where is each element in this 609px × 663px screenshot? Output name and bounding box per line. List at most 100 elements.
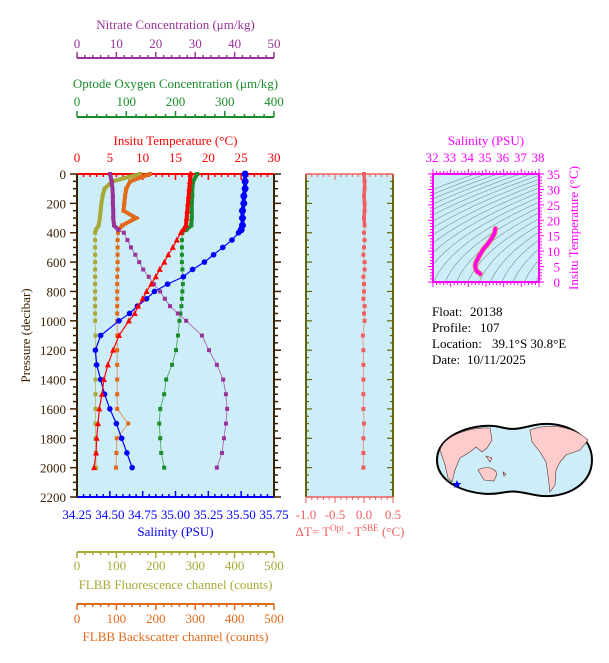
nitrate-tick-label: 40 — [228, 36, 241, 51]
delta-t-point — [361, 392, 366, 397]
nitrate-point — [206, 348, 211, 353]
temperature-point — [139, 295, 146, 302]
oxygen-point — [170, 362, 175, 367]
ts-x-tick-label: 35 — [479, 150, 492, 165]
nitrate-tick-label: 50 — [268, 36, 281, 51]
backscatter-point — [115, 333, 120, 338]
salinity-point — [180, 273, 187, 280]
isopycnal-line — [433, 174, 476, 190]
isopycnal-line — [433, 196, 539, 266]
temperature-point — [104, 361, 111, 368]
fluorescence-tick-label: 300 — [185, 558, 205, 573]
temperature-axis-title: Insitu Temperature (°C) — [114, 133, 238, 148]
delta-axis-title-part: SBE — [362, 523, 379, 533]
ts-y-tick-label: 0 — [554, 275, 561, 290]
fluorescence-point — [93, 238, 98, 243]
nitrate-point — [175, 311, 180, 316]
isopycnal-line — [433, 174, 539, 222]
delta-tick-label: 0.0 — [356, 507, 372, 522]
isopycnal-line — [478, 224, 539, 282]
backscatter-point — [114, 465, 119, 470]
delta-t-point — [362, 230, 366, 235]
isopycnals — [433, 168, 609, 288]
ts-y-axis-title: Insitu Temperature (°C) — [566, 166, 581, 290]
delta-t-point — [361, 348, 366, 353]
isopycnal-line — [433, 174, 488, 195]
oxygen-tick-label: 100 — [117, 94, 137, 109]
ts-y-tick-label: 15 — [547, 229, 560, 244]
isopycnal-line — [579, 168, 609, 288]
backscatter-point — [115, 260, 120, 265]
delta-tick-label: 0.5 — [385, 507, 401, 522]
temperature-point — [131, 309, 138, 316]
isopycnal-line — [433, 183, 539, 236]
nitrate-tick-label: 30 — [189, 36, 202, 51]
temperature-point — [156, 265, 163, 272]
backscatter-axis-title: FLBB Backscatter channel (counts) — [83, 629, 269, 644]
delta-t-point — [362, 208, 367, 213]
backscatter-tick-label: 300 — [185, 611, 205, 626]
map-land — [439, 426, 589, 493]
nitrate-axis-title: Nitrate Concentration (μm/kg) — [96, 17, 255, 32]
isopycnal-line — [433, 192, 539, 254]
oxygen-point — [162, 465, 167, 470]
ts-y-tick-label: 30 — [547, 182, 560, 197]
delta-t-point — [362, 186, 367, 191]
fluorescence-point — [93, 377, 98, 382]
delta-axis-title-part: ΔT= T — [296, 524, 331, 539]
delta-t-point — [361, 406, 366, 411]
oxygen-point — [175, 333, 180, 338]
delta-t-point — [360, 333, 365, 338]
delta-t-point — [361, 274, 366, 279]
fluorescence-point — [93, 318, 98, 323]
temperature-point — [173, 236, 180, 243]
oxygen-tick-label: 200 — [166, 94, 186, 109]
salinity-point — [219, 244, 226, 251]
backscatter-point — [115, 377, 120, 382]
fluorescence-point — [93, 282, 98, 287]
fluorescence-surface-band — [93, 172, 143, 232]
delta-t-point — [361, 436, 366, 441]
oxygen-point — [179, 304, 184, 309]
temperature-point — [110, 346, 117, 353]
isopycnal-line — [602, 168, 609, 288]
fluorescence-point — [93, 311, 98, 316]
temperature-surface-band — [181, 172, 193, 232]
salinity-point — [129, 464, 135, 471]
temperature-point — [116, 332, 123, 338]
backscatter-surface-band — [116, 172, 152, 232]
nitrate-point — [199, 333, 204, 338]
backscatter-point — [115, 282, 120, 287]
backscatter-point — [115, 304, 120, 309]
nitrate-series — [108, 172, 230, 470]
salinity-point — [124, 450, 130, 456]
location-value: 39.1°S 30.8°E — [492, 336, 566, 351]
temperature-point — [93, 434, 100, 441]
salinity-point — [151, 288, 158, 295]
nitrate-point — [141, 267, 146, 272]
pressure-tick-label: 2200 — [40, 490, 66, 505]
temperature-tick-label: 0 — [74, 150, 81, 165]
fluorescence-tick-label: 200 — [146, 558, 166, 573]
delta-t-point — [361, 465, 366, 470]
salinity-series — [92, 170, 249, 471]
ts-x-tick-label: 38 — [532, 150, 545, 165]
pressure-axis-title: Pressure (decibar) — [18, 288, 33, 382]
salinity-tick-label: 35.25 — [194, 507, 223, 522]
backscatter-point — [115, 230, 120, 235]
backscatter-point — [115, 406, 120, 411]
date-label: Date: — [432, 352, 460, 367]
nitrate-tick-label: 0 — [74, 36, 81, 51]
oxygen-point — [162, 392, 167, 397]
fluorescence-point — [93, 260, 98, 265]
backscatter-tick-label: 100 — [107, 611, 127, 626]
temperature-point — [93, 449, 100, 456]
delta-t-point — [362, 311, 366, 316]
temperature-point — [143, 287, 150, 294]
oxygen-point — [179, 296, 184, 301]
nitrate-point — [128, 245, 133, 250]
delta-axis-title-part: - T — [344, 524, 363, 539]
nitrate-tick-label: 10 — [110, 36, 123, 51]
salinity-tick-label: 35.50 — [227, 507, 256, 522]
